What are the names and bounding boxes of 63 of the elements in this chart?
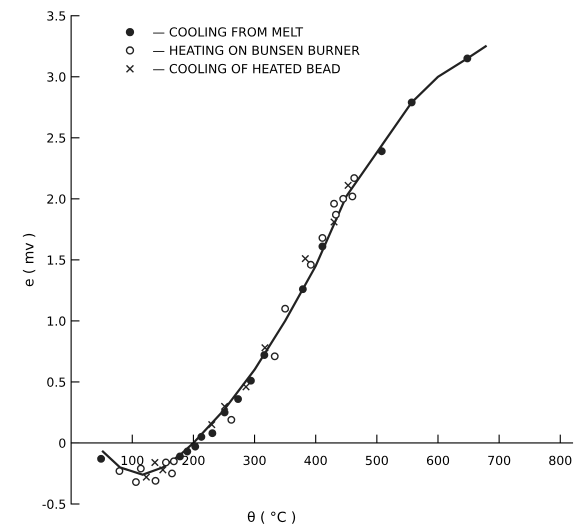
- point: [306, 260, 315, 269]
- point: [344, 181, 352, 190]
- point: [136, 464, 145, 473]
- legend-label: — COOLING FROM MELT: [153, 27, 304, 37]
- point: [170, 457, 178, 466]
- point: [318, 242, 326, 250]
- point: [227, 416, 236, 424]
- point: [332, 210, 340, 219]
- x-tick-label: 200: [182, 456, 205, 466]
- y-tick-label: 1.0: [48, 316, 66, 326]
- point: [408, 98, 416, 106]
- legend-label: — HEATING ON BUNSEN BURNER: [153, 46, 360, 56]
- x-axis-title: θ ( °C ): [248, 511, 296, 524]
- y-tick-label: -0.5: [42, 499, 66, 509]
- point: [152, 476, 160, 485]
- point: [158, 466, 167, 474]
- y-tick-label: 2.5: [47, 133, 66, 143]
- x-tick-label: 100: [122, 456, 144, 466]
- point: [242, 382, 250, 391]
- point: [261, 344, 269, 352]
- y-tick-label: 2.0: [47, 194, 66, 204]
- point: [97, 454, 106, 463]
- point: [197, 432, 206, 441]
- y-tick-label: 3.0: [47, 72, 66, 82]
- x-tick-label: 600: [426, 456, 450, 466]
- point: [260, 351, 268, 360]
- y-tick-label: 0: [59, 438, 66, 448]
- point: [378, 147, 386, 156]
- point: [191, 442, 200, 451]
- point: [270, 352, 279, 360]
- point: [162, 458, 170, 466]
- x-tick-label: 500: [366, 456, 388, 466]
- point: [298, 285, 307, 294]
- point: [463, 54, 472, 62]
- point: [142, 473, 150, 482]
- point: [281, 304, 290, 313]
- point: [220, 402, 229, 410]
- point: [208, 429, 216, 438]
- point: [220, 408, 229, 416]
- point: [208, 420, 216, 429]
- point: [301, 254, 310, 263]
- point: [150, 458, 159, 466]
- point: [330, 200, 338, 208]
- point: [330, 218, 338, 226]
- point: [132, 478, 140, 486]
- y-tick-label: 0.5: [47, 377, 66, 387]
- point: [115, 467, 124, 475]
- point: [168, 470, 176, 478]
- point: [350, 174, 358, 182]
- point: [318, 234, 326, 242]
- x-tick-label: 400: [304, 456, 327, 466]
- point: [183, 448, 192, 456]
- point: [246, 376, 255, 385]
- point: [339, 194, 348, 203]
- point: [234, 395, 242, 403]
- x-tick-label: 700: [488, 456, 510, 466]
- x-tick-label: 300: [244, 456, 266, 466]
- y-tick-label: 3.5: [47, 11, 66, 21]
- legend-label: — COOLING OF HEATED BEAD: [153, 64, 340, 74]
- y-axis-title: e ( mv ): [22, 234, 36, 286]
- point: [348, 192, 356, 200]
- x-tick-label: 800: [549, 456, 572, 466]
- y-tick-label: 1.5: [48, 256, 66, 265]
